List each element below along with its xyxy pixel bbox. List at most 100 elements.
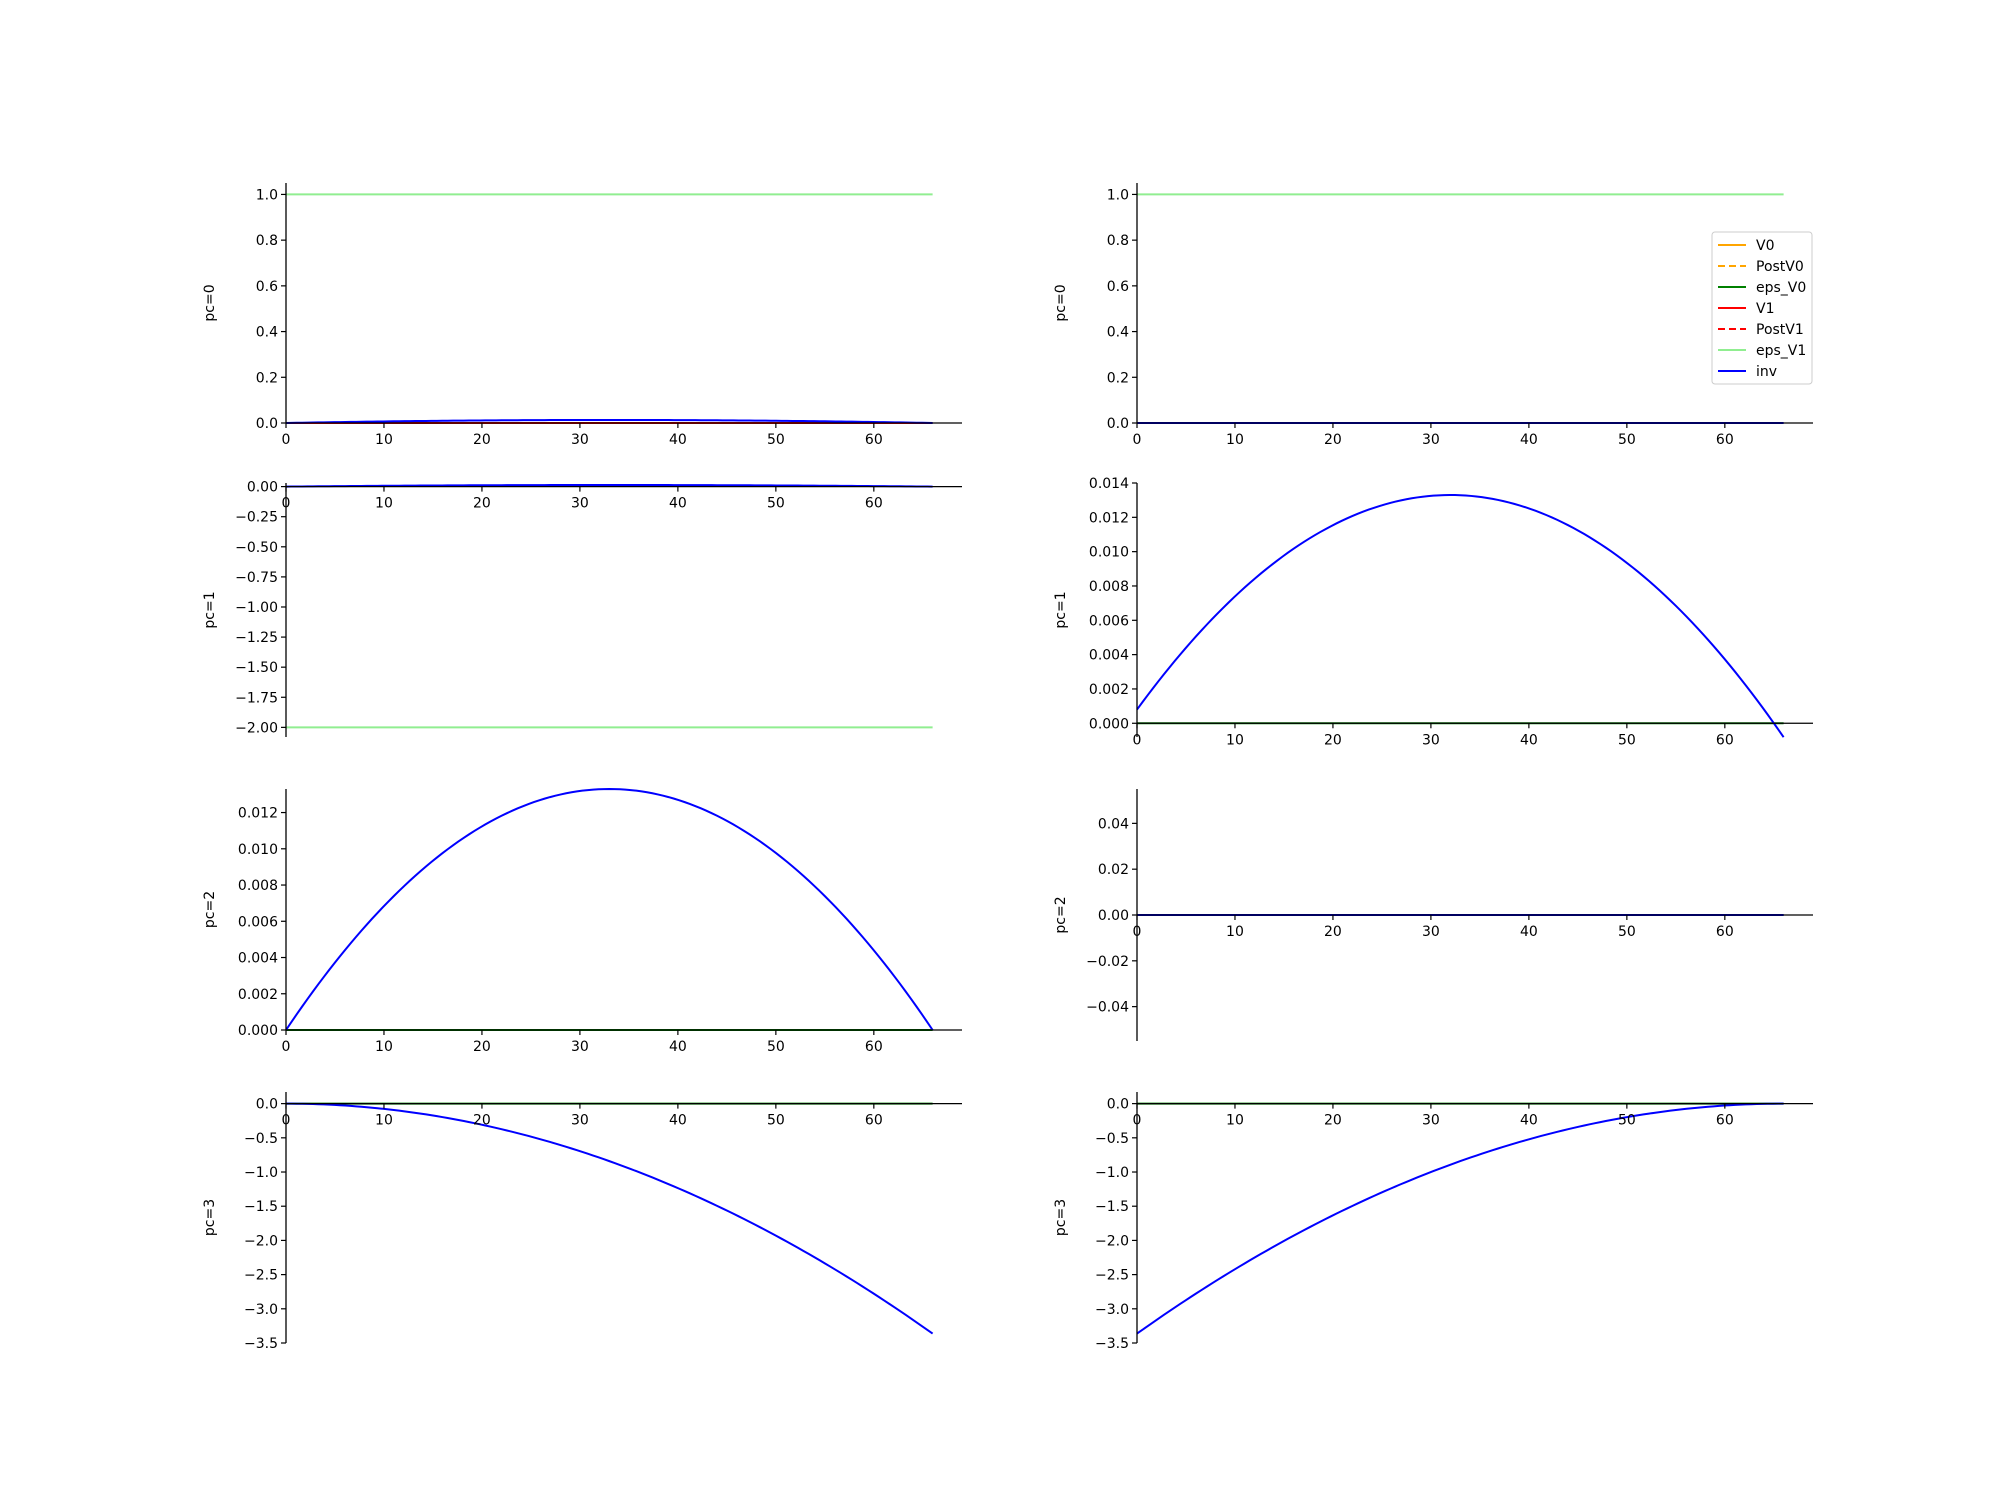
x-tick-label: 20 bbox=[1324, 432, 1342, 448]
x-tick-label: 30 bbox=[571, 496, 589, 512]
y-axis-label: pc=3 bbox=[202, 1199, 218, 1236]
x-tick-label: 50 bbox=[767, 496, 785, 512]
y-tick-label: 0.0 bbox=[256, 416, 278, 432]
legend-label: inv bbox=[1756, 364, 1777, 380]
y-tick-label: 0.8 bbox=[256, 233, 278, 249]
x-tick-label: 40 bbox=[669, 1113, 687, 1129]
y-tick-label: −0.5 bbox=[244, 1131, 278, 1147]
x-tick-label: 40 bbox=[669, 1039, 687, 1055]
x-tick-label: 60 bbox=[1716, 432, 1734, 448]
x-tick-label: 50 bbox=[1618, 1113, 1636, 1129]
y-axis-label: pc=3 bbox=[1053, 1199, 1069, 1236]
x-tick-label: 20 bbox=[1324, 924, 1342, 940]
series-line-inv bbox=[1136, 1102, 1784, 1335]
panel-1: 0.0 0.2 0.4 0.6 0.8 1.0 0 10 20 30 40 50 60 pc=0 V0 Pos… bbox=[1053, 183, 1813, 448]
x-tick-label: 0 bbox=[282, 1039, 291, 1055]
x-tick-label: 30 bbox=[1422, 732, 1440, 748]
series-line-inv bbox=[285, 1102, 934, 1335]
y-tick-label: −0.25 bbox=[235, 510, 278, 526]
y-tick-label: −2.00 bbox=[235, 720, 278, 736]
y-axis-label: pc=1 bbox=[202, 591, 218, 628]
x-tick-label: 10 bbox=[375, 432, 393, 448]
x-tick-label: 30 bbox=[571, 1039, 589, 1055]
y-tick-label: −3.0 bbox=[244, 1302, 278, 1318]
y-axis-label: pc=2 bbox=[1053, 896, 1069, 933]
x-tick-label: 0 bbox=[282, 1113, 291, 1129]
y-tick-label: −1.5 bbox=[1095, 1199, 1129, 1215]
y-tick-label: 0.004 bbox=[1089, 648, 1129, 664]
x-tick-label: 10 bbox=[1226, 924, 1244, 940]
y-tick-label: 0.006 bbox=[1089, 613, 1129, 629]
y-tick-label: −1.50 bbox=[235, 660, 278, 676]
x-tick-label: 20 bbox=[473, 1113, 491, 1129]
panel-4: 0.000 0.002 0.004 0.006 0.008 0.010 0.012 0 10 20… bbox=[202, 787, 962, 1055]
x-tick-label: 30 bbox=[571, 1113, 589, 1129]
y-tick-label: 0.0 bbox=[256, 1097, 278, 1113]
y-tick-label: 1.0 bbox=[256, 187, 278, 203]
x-tick-label: 50 bbox=[767, 1039, 785, 1055]
x-tick-label: 60 bbox=[865, 432, 883, 448]
x-tick-label: 20 bbox=[473, 1039, 491, 1055]
y-tick-label: −0.04 bbox=[1086, 1000, 1129, 1016]
y-tick-label: −0.02 bbox=[1086, 954, 1129, 970]
y-axis-label: pc=2 bbox=[202, 891, 218, 928]
x-tick-label: 0 bbox=[1133, 1113, 1142, 1129]
legend-label: V1 bbox=[1756, 301, 1774, 317]
y-tick-label: 0.4 bbox=[256, 325, 278, 341]
y-tick-label: 0.006 bbox=[238, 914, 278, 930]
legend-label: eps_V1 bbox=[1756, 343, 1806, 359]
y-tick-label: 0.010 bbox=[1089, 545, 1129, 561]
y-tick-label: 0.010 bbox=[238, 842, 278, 858]
panel-5: −0.04 −0.02 0.00 0.02 0.04 0 10 20 30 40 50 60 pc=2 bbox=[1053, 789, 1813, 1041]
legend-label: PostV1 bbox=[1756, 322, 1804, 338]
y-tick-label: 0.008 bbox=[1089, 579, 1129, 595]
x-tick-label: 0 bbox=[1133, 732, 1142, 748]
x-tick-label: 0 bbox=[1133, 924, 1142, 940]
x-tick-label: 60 bbox=[1716, 924, 1734, 940]
y-tick-label: −0.50 bbox=[235, 540, 278, 556]
legend-box bbox=[1711, 231, 1813, 385]
x-tick-label: 60 bbox=[1716, 732, 1734, 748]
x-tick-label: 40 bbox=[669, 432, 687, 448]
y-tick-label: 0.6 bbox=[256, 279, 278, 295]
x-tick-label: 40 bbox=[669, 496, 687, 512]
x-tick-label: 10 bbox=[375, 496, 393, 512]
panel-6: 0.0 −0.5 −1.0 −1.5 −2.0 −2.5 −3.0 −3.5 0 10 20 30 40… bbox=[202, 1092, 962, 1352]
y-tick-label: 0.0 bbox=[1107, 416, 1129, 432]
x-tick-label: 20 bbox=[1324, 1113, 1342, 1129]
x-tick-label: 50 bbox=[767, 432, 785, 448]
y-tick-label: 0.4 bbox=[1107, 325, 1129, 341]
x-tick-label: 30 bbox=[1422, 924, 1440, 940]
legend-label: PostV0 bbox=[1756, 259, 1804, 275]
y-axis-label: pc=1 bbox=[1053, 591, 1069, 628]
y-tick-label: −2.5 bbox=[244, 1268, 278, 1284]
y-tick-label: 0.008 bbox=[238, 878, 278, 894]
series-line-inv bbox=[285, 787, 934, 1031]
y-tick-label: 0.000 bbox=[238, 1023, 278, 1039]
x-tick-label: 40 bbox=[1520, 732, 1538, 748]
x-tick-label: 30 bbox=[1422, 1113, 1440, 1129]
y-tick-label: −2.5 bbox=[1095, 1268, 1129, 1284]
series-line-inv bbox=[1136, 494, 1785, 738]
y-tick-label: 0.002 bbox=[238, 987, 278, 1003]
x-tick-label: 10 bbox=[1226, 432, 1244, 448]
x-tick-label: 10 bbox=[375, 1113, 393, 1129]
y-tick-label: −1.00 bbox=[235, 600, 278, 616]
y-tick-label: 0.012 bbox=[1089, 510, 1129, 526]
y-tick-label: 0.0 bbox=[1107, 1097, 1129, 1113]
y-tick-label: −0.5 bbox=[1095, 1131, 1129, 1147]
x-tick-label: 60 bbox=[865, 496, 883, 512]
y-tick-label: 0.012 bbox=[238, 806, 278, 822]
y-tick-label: 0.2 bbox=[1107, 370, 1129, 386]
y-tick-label: −1.75 bbox=[235, 690, 278, 706]
y-tick-label: −3.0 bbox=[1095, 1302, 1129, 1318]
series-line-inv bbox=[285, 484, 933, 488]
y-tick-label: −1.0 bbox=[244, 1165, 278, 1181]
x-tick-label: 10 bbox=[1226, 1113, 1244, 1129]
x-tick-label: 0 bbox=[282, 432, 291, 448]
x-tick-label: 20 bbox=[473, 496, 491, 512]
y-tick-label: 0.000 bbox=[1089, 716, 1129, 732]
x-tick-label: 0 bbox=[1133, 432, 1142, 448]
